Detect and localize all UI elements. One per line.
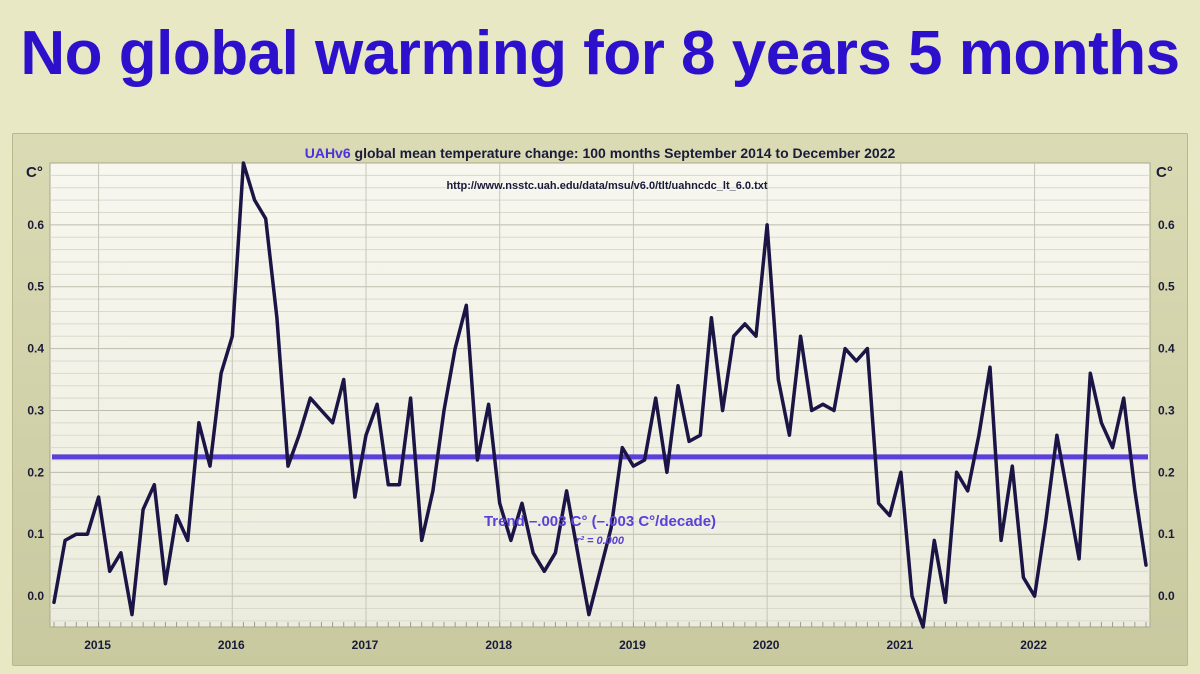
- r-squared-label: r² = 0.000: [576, 535, 625, 547]
- y-tick-label-right: 0.2: [1158, 465, 1175, 479]
- x-tick-label: 2022: [1020, 638, 1047, 652]
- x-axis: 2015 2016 2017 2018 2019 2020 2021 2022: [84, 638, 1047, 652]
- y-tick-label-right: 0.3: [1158, 403, 1175, 417]
- y-tick-label-left: 0.1: [27, 527, 44, 541]
- y-axis-unit-left: C°: [26, 164, 43, 181]
- y-axis-right: 0.0 0.1 0.2 0.3 0.4 0.5 0.6: [1158, 218, 1175, 603]
- temperature-chart: 0.0 0.1 0.2 0.3 0.4 0.5 0.6 0.0 0.1 0.2 0.3 0.4 0.5…: [26, 145, 1175, 652]
- x-tick-label: 2019: [619, 638, 646, 652]
- y-tick-label-right: 0.6: [1158, 218, 1175, 232]
- y-tick-label-left: 0.5: [27, 280, 44, 294]
- y-tick-label-right: 0.0: [1158, 589, 1175, 603]
- y-tick-label-right: 0.5: [1158, 280, 1175, 294]
- x-tick-label: 2018: [485, 638, 512, 652]
- y-tick-label-left: 0.2: [27, 465, 44, 479]
- y-tick-label-left: 0.3: [27, 403, 44, 417]
- y-tick-label-left: 0.0: [27, 589, 44, 603]
- x-tick-label: 2016: [218, 638, 245, 652]
- x-tick-label: 2015: [84, 638, 111, 652]
- y-tick-label-right: 0.4: [1158, 342, 1175, 356]
- y-tick-label-right: 0.1: [1158, 527, 1175, 541]
- y-tick-label-left: 0.4: [27, 342, 44, 356]
- page-title: No global warming for 8 years 5 months: [20, 19, 1180, 88]
- chart-title-accent: UAHv6: [305, 145, 351, 161]
- x-tick-label: 2020: [753, 638, 780, 652]
- y-axis-left: 0.0 0.1 0.2 0.3 0.4 0.5 0.6: [27, 218, 44, 603]
- x-tick-label: 2017: [352, 638, 379, 652]
- grid-lines: [50, 163, 1150, 627]
- chart-panel: 0.0 0.1 0.2 0.3 0.4 0.5 0.6 0.0 0.1 0.2 0.3 0.4 0.5…: [12, 133, 1188, 666]
- y-tick-label-left: 0.6: [27, 218, 44, 232]
- x-tick-label: 2021: [887, 638, 914, 652]
- source-url: http://www.nsstc.uah.edu/data/msu/v6.0/t…: [446, 180, 767, 192]
- trend-label: Trend –.003 C° (–.003 C°/decade): [484, 513, 716, 530]
- series-group: [52, 161, 1148, 629]
- chart-title: UAHv6 global mean temperature change: 10…: [305, 145, 896, 161]
- plot-area: [49, 162, 1151, 628]
- temperature-series-line: [52, 161, 1148, 629]
- chart-title-rest: global mean temperature change: 100 mont…: [351, 145, 896, 161]
- y-axis-unit-right: C°: [1156, 164, 1173, 181]
